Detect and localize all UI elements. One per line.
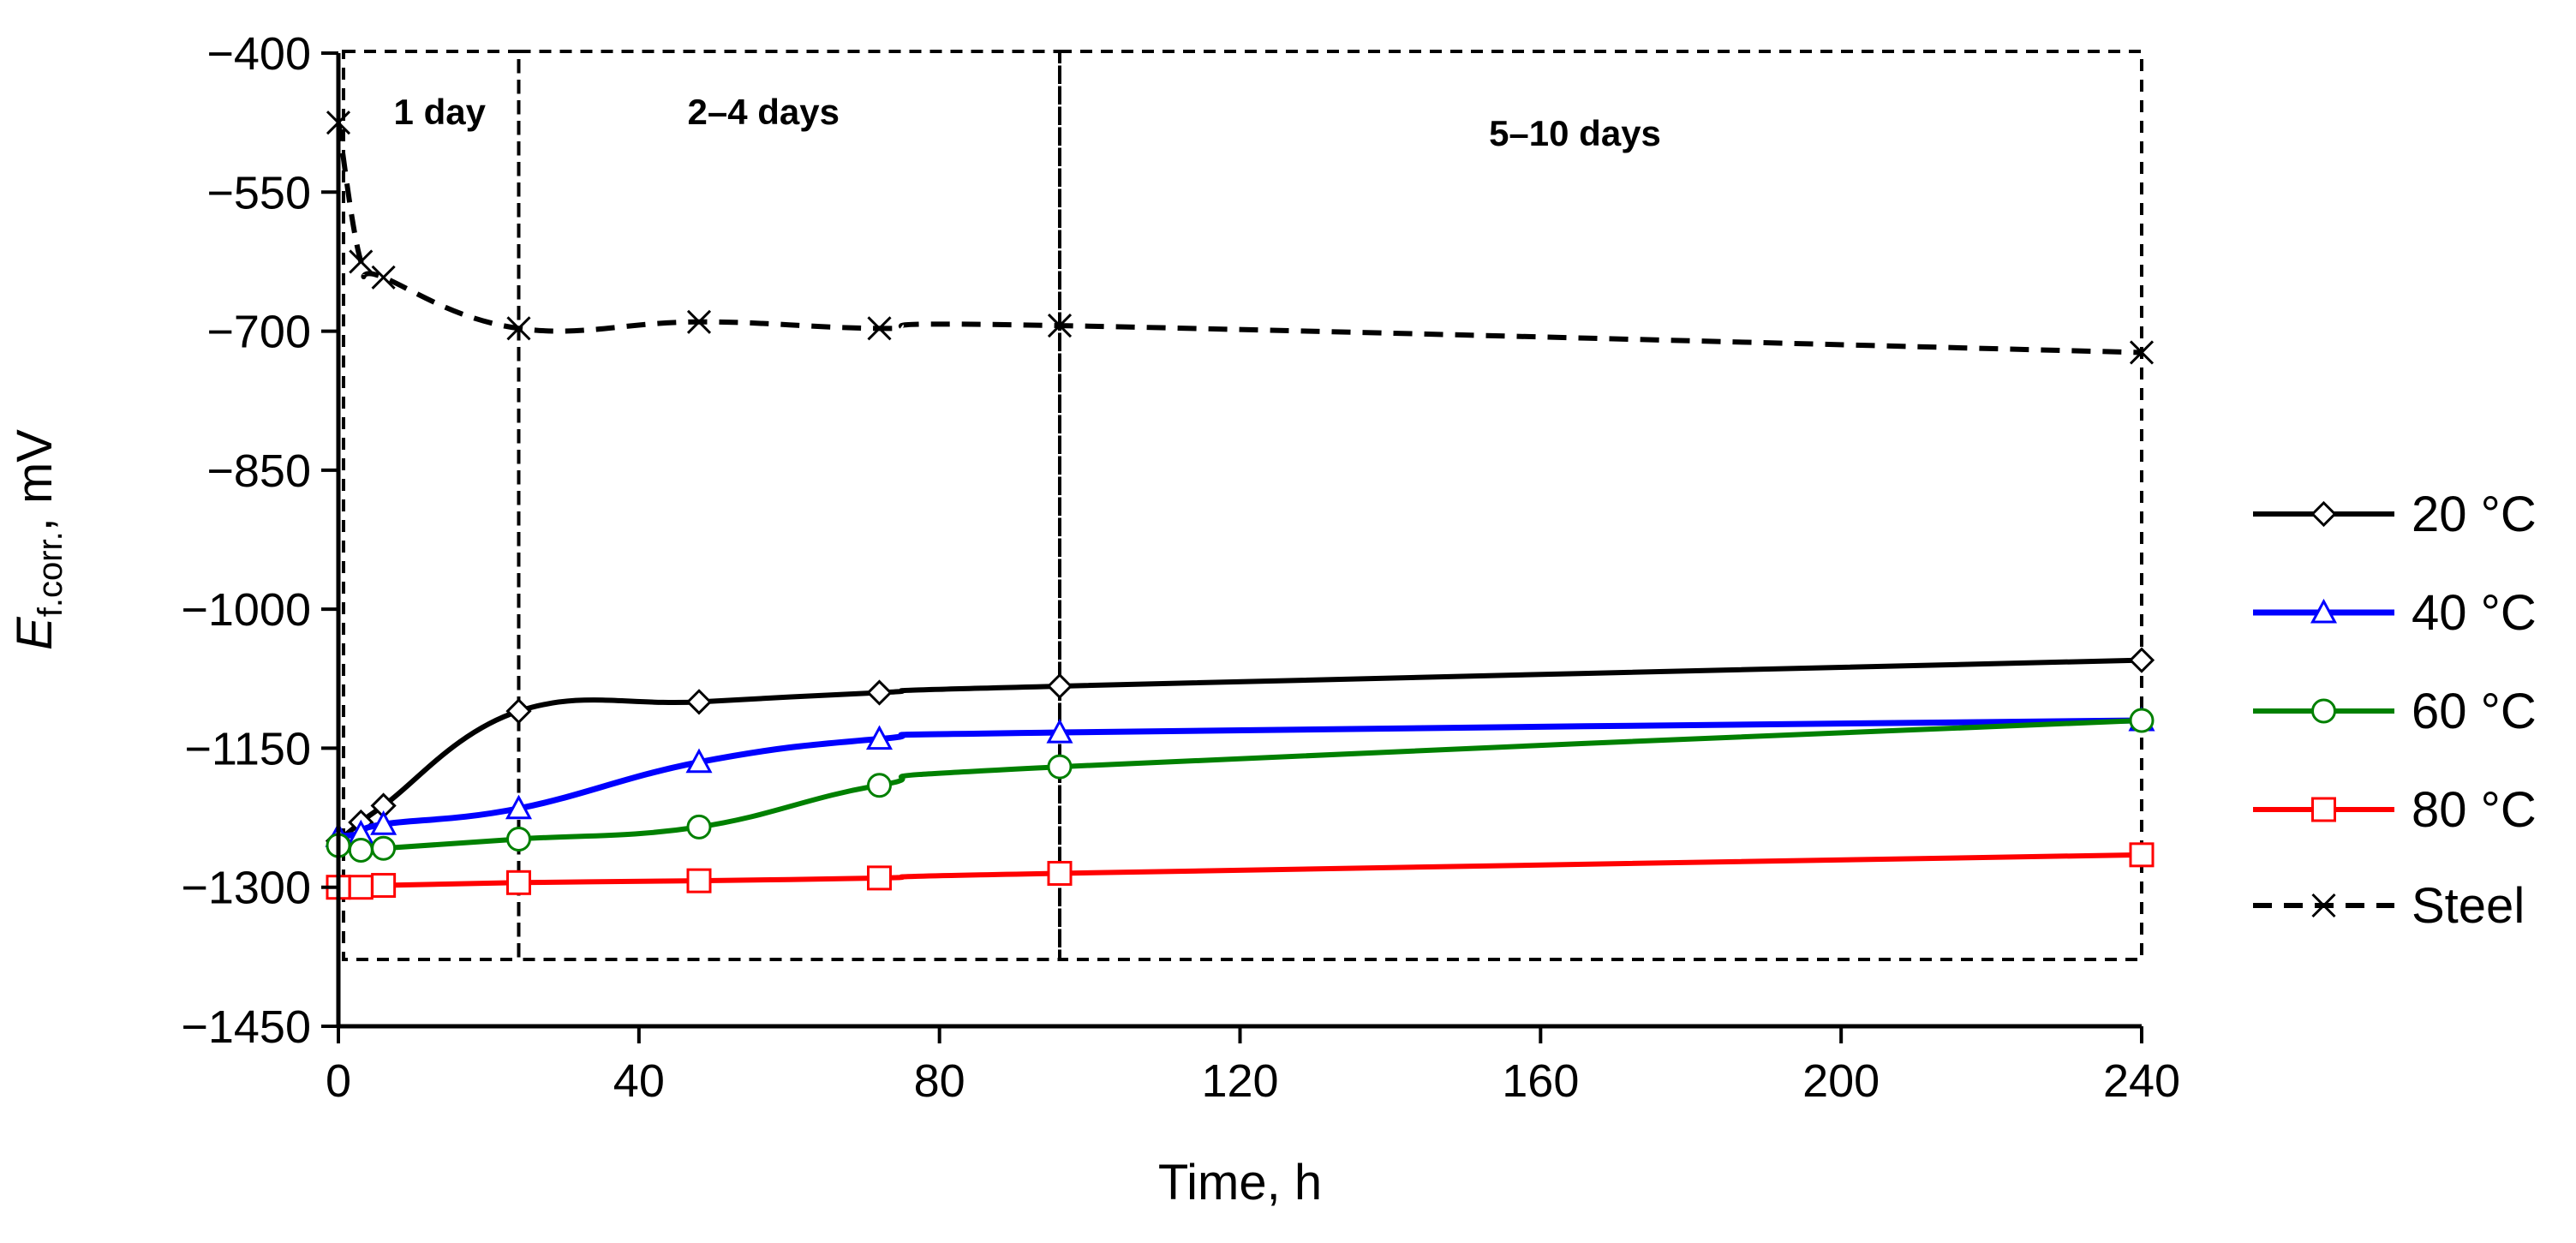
series-line-steel <box>336 122 2143 356</box>
legend-marker <box>2311 698 2336 724</box>
y-tick-label: −1000 <box>181 584 311 636</box>
y-axis-title-subscript: f.corr. <box>32 531 69 617</box>
x-tick-label: 0 <box>326 1055 351 1107</box>
y-tick-label: −1150 <box>184 723 311 774</box>
series-line-40c <box>338 717 2143 840</box>
data-point-20c <box>1046 672 1073 700</box>
y-axis-title: Ef.corr., mV <box>7 429 69 650</box>
data-point-20c <box>505 698 532 725</box>
data-point-40c <box>685 748 713 774</box>
y-axis-title-unit: , mV <box>7 429 63 532</box>
data-point-80c <box>1047 860 1073 886</box>
series-80c <box>326 842 2155 900</box>
legend-label: Steel <box>2412 878 2525 934</box>
y-tick-label: −1450 <box>181 1001 311 1053</box>
legend-label: 40 °C <box>2412 585 2537 641</box>
series-20c <box>325 647 2155 854</box>
period-box <box>517 50 1061 961</box>
data-point-20c <box>2128 647 2155 673</box>
legend-label: 60 °C <box>2412 684 2537 739</box>
data-point-40c <box>370 810 397 835</box>
data-point-steel <box>371 265 396 290</box>
x-tick-label: 40 <box>613 1055 665 1107</box>
data-point-60c <box>686 814 712 840</box>
data-point-60c <box>2129 708 2155 733</box>
y-tick-label: −400 <box>206 28 311 80</box>
data-point-60c <box>371 835 397 861</box>
data-point-steel <box>506 316 531 341</box>
y-tick-label: −1300 <box>181 863 311 914</box>
data-point-80c <box>348 875 374 900</box>
legend-item-40c: 40 °C <box>2253 585 2537 641</box>
series-group <box>325 111 2155 900</box>
data-point-20c <box>685 689 713 715</box>
x-axis-title: Time, h <box>1158 1155 1322 1210</box>
y-tick-label: −850 <box>206 445 311 497</box>
data-point-steel <box>2129 340 2155 365</box>
data-point-steel <box>349 249 374 274</box>
legend-item-80c: 80 °C <box>2253 782 2537 838</box>
legend-label: 80 °C <box>2412 782 2537 838</box>
data-point-80c <box>506 870 531 895</box>
data-point-60c <box>506 826 531 852</box>
data-point-steel <box>867 316 892 341</box>
legend-marker <box>2311 797 2336 822</box>
series-60c <box>326 708 2155 863</box>
legend-label: 20 °C <box>2412 487 2537 542</box>
legend-marker <box>2311 893 2336 918</box>
series-steel <box>326 111 2155 365</box>
x-tick-label: 240 <box>2103 1055 2180 1107</box>
period-boxes: 1 day 2–4 days 5–10 days <box>342 50 2143 961</box>
data-point-80c <box>2129 842 2155 868</box>
period-label: 5–10 days <box>1489 113 1661 153</box>
x-tick-label: 160 <box>1502 1055 1579 1107</box>
y-tick-label: −550 <box>206 167 311 218</box>
y-tick-label: −700 <box>206 307 311 358</box>
period-label: 2–4 days <box>688 92 840 132</box>
y-axis-title-symbol: E <box>7 616 63 650</box>
data-point-80c <box>686 868 712 893</box>
legend-item-60c: 60 °C <box>2253 684 2537 739</box>
data-point-60c <box>1047 754 1073 780</box>
x-tick-label: 200 <box>1802 1055 1880 1107</box>
period-box <box>1058 50 2143 961</box>
data-point-80c <box>371 873 397 899</box>
period-label: 1 day <box>394 92 487 132</box>
x-tick-label: 120 <box>1201 1055 1278 1107</box>
axes: −400 −550 −700 −850 −1000 −1150 −1300 −1450 0 40 8… <box>181 28 2180 1107</box>
data-point-40c <box>1046 718 1073 744</box>
data-point-40c <box>505 794 533 820</box>
legend-marker <box>2310 598 2338 624</box>
x-tick-label: 80 <box>914 1055 965 1107</box>
period-box <box>342 50 521 961</box>
legend-item-20c: 20 °C <box>2253 487 2537 542</box>
legend-item-steel: Steel <box>2253 878 2525 934</box>
data-point-steel <box>1047 314 1073 338</box>
legend: 20 °C 40 °C 60 °C 80 °C Steel <box>2253 487 2537 934</box>
series-line-20c <box>337 657 2143 843</box>
series-line-80c <box>338 852 2143 890</box>
legend-marker <box>2310 500 2337 528</box>
data-point-60c <box>867 773 892 798</box>
data-point-60c <box>348 837 374 863</box>
data-point-80c <box>867 865 892 891</box>
data-point-steel <box>686 309 712 334</box>
data-point-20c <box>866 679 893 706</box>
data-point-40c <box>865 725 894 750</box>
